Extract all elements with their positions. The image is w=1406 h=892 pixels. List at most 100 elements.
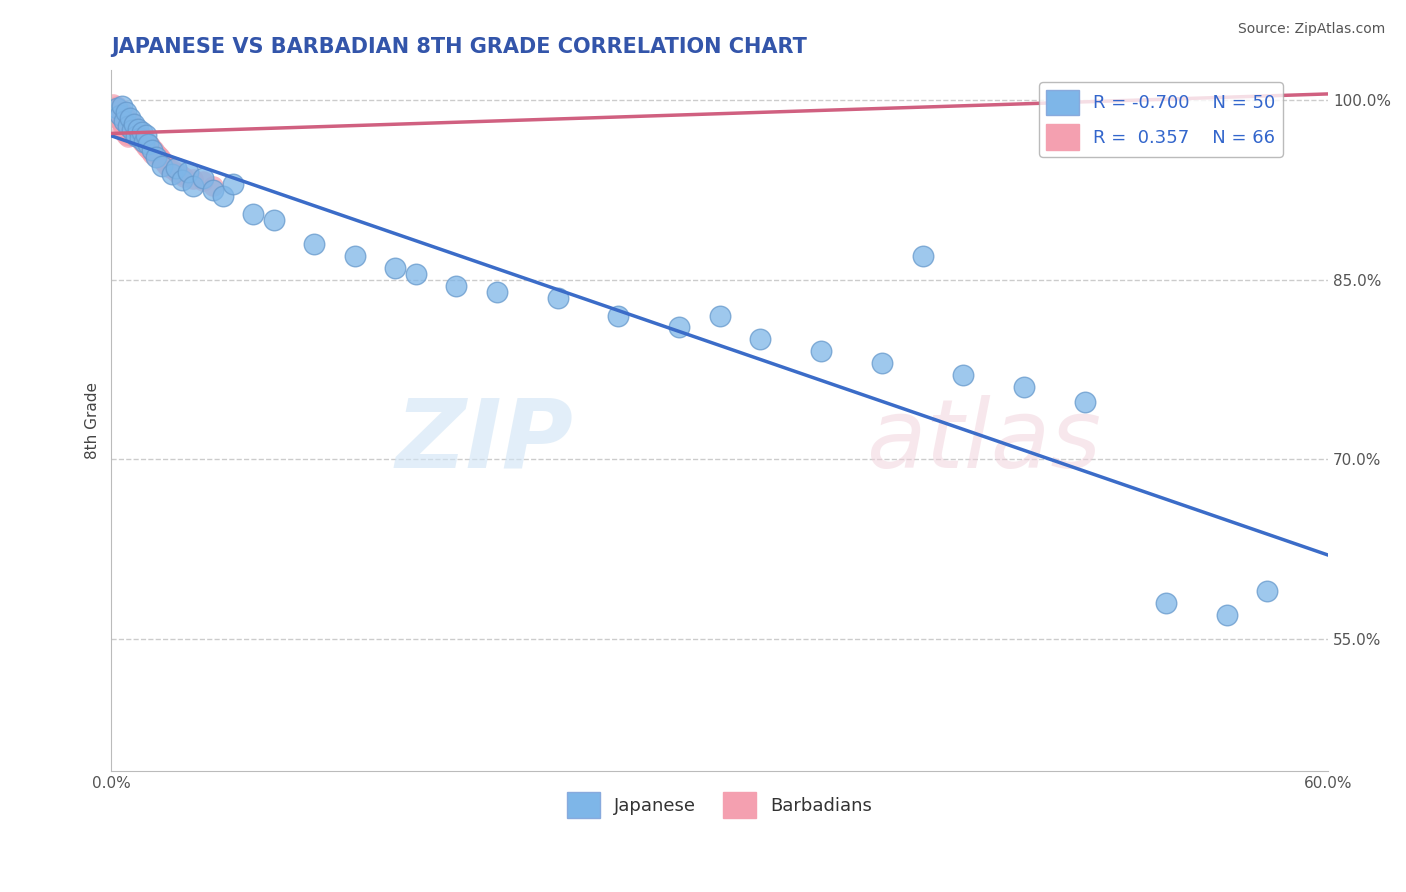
Point (150, 153, 173, 167)
Point (547, 291, 569, 305)
Point (117, 130, 139, 145)
Point (108, 114, 131, 128)
Point (145, 150, 167, 164)
Point (169, 167, 191, 181)
Point (121, 128, 143, 143)
Point (141, 143, 163, 157)
Point (121, 123, 143, 137)
Point (107, 101, 129, 115)
Point (141, 141, 163, 155)
Point (343, 249, 366, 263)
Point (749, 333, 772, 347)
Point (122, 120, 145, 134)
Point (127, 130, 149, 145)
Point (153, 155, 176, 169)
Text: atlas: atlas (866, 395, 1101, 488)
Point (162, 162, 184, 177)
Point (405, 267, 427, 281)
Point (118, 127, 141, 141)
Point (172, 173, 194, 187)
Point (444, 278, 467, 293)
Point (110, 117, 132, 131)
Point (139, 145, 162, 159)
Point (485, 285, 508, 299)
Point (108, 108, 131, 122)
Point (212, 188, 235, 202)
Point (118, 111, 141, 125)
Point (139, 138, 162, 153)
Point (110, 123, 132, 137)
Point (165, 165, 187, 179)
Point (112, 120, 135, 134)
Text: Source: ZipAtlas.com: Source: ZipAtlas.com (1237, 22, 1385, 37)
Point (125, 121, 148, 136)
Point (114, 116, 136, 130)
Point (114, 128, 136, 142)
Point (131, 125, 153, 139)
Point (103, 96, 125, 111)
Point (108, 103, 131, 117)
Point (870, 356, 893, 370)
Point (1154, 596, 1177, 610)
Point (131, 135, 153, 149)
Point (242, 207, 264, 221)
Point (122, 117, 145, 131)
Point (128, 132, 150, 146)
Point (112, 114, 135, 128)
Point (263, 212, 285, 227)
Point (112, 125, 135, 139)
Point (117, 118, 139, 132)
Point (107, 111, 129, 125)
Point (191, 174, 214, 188)
Point (110, 104, 132, 119)
Point (136, 136, 159, 150)
Point (127, 121, 149, 136)
Point (136, 142, 159, 156)
Point (173, 169, 195, 184)
Point (127, 124, 149, 138)
Text: ZIP: ZIP (396, 395, 574, 488)
Point (125, 128, 148, 142)
Point (104, 107, 127, 121)
Point (104, 101, 127, 115)
Point (114, 110, 136, 124)
Point (1216, 607, 1239, 622)
Point (668, 320, 690, 334)
Point (117, 112, 139, 126)
Point (118, 114, 141, 128)
Point (107, 99, 129, 113)
Point (110, 99, 132, 113)
Point (121, 123, 143, 137)
Point (810, 344, 832, 359)
Point (107, 104, 129, 119)
Legend: Japanese, Barbadians: Japanese, Barbadians (560, 785, 879, 825)
Point (114, 121, 136, 136)
Point (607, 309, 630, 323)
Point (143, 143, 166, 157)
Point (108, 108, 131, 122)
Point (125, 128, 148, 143)
Point (117, 124, 139, 138)
Text: JAPANESE VS BARBADIAN 8TH GRADE CORRELATION CHART: JAPANESE VS BARBADIAN 8TH GRADE CORRELAT… (111, 37, 807, 57)
Point (132, 131, 155, 145)
Point (1074, 394, 1097, 409)
Point (128, 127, 150, 141)
Point (709, 309, 731, 323)
Point (162, 167, 184, 181)
Point (155, 158, 177, 172)
Point (128, 131, 150, 145)
Point (384, 260, 406, 275)
Point (1012, 380, 1035, 394)
Point (135, 134, 157, 148)
Point (135, 139, 157, 153)
Point (181, 179, 204, 194)
Point (112, 113, 135, 128)
Point (1256, 584, 1278, 599)
Point (181, 172, 204, 186)
Point (114, 104, 136, 119)
Point (191, 170, 214, 185)
Point (302, 236, 325, 251)
Point (952, 368, 974, 383)
Point (118, 120, 141, 135)
Point (141, 146, 163, 161)
